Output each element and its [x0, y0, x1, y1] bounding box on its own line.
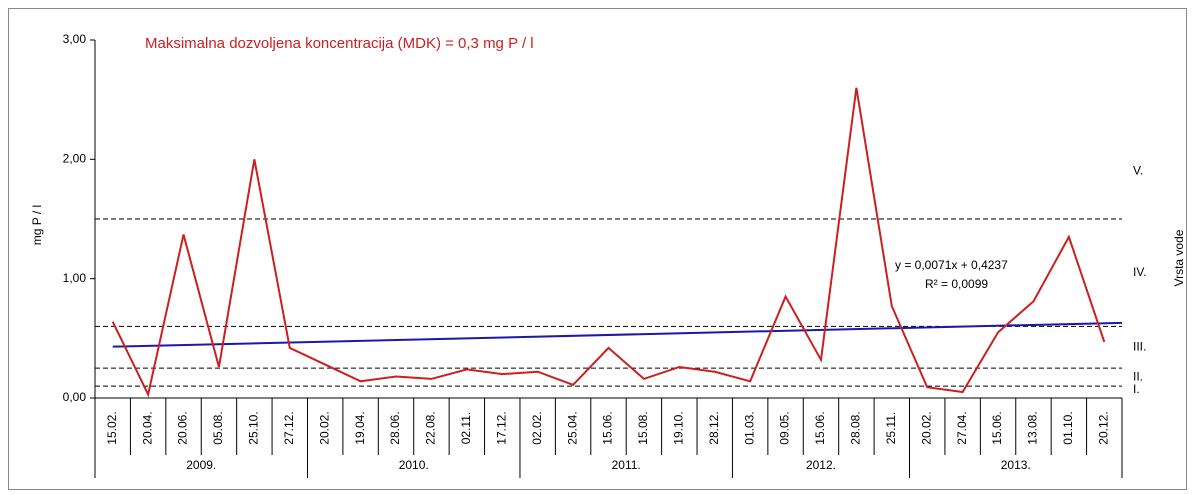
y2-axis-label: Vrsta vode: [1172, 229, 1186, 286]
x-tick-label: 17.12.: [494, 411, 508, 444]
x-tick-label: 20.12.: [1096, 411, 1110, 444]
x-tick-label: 02.11.: [459, 412, 473, 444]
group-label: 2009.: [186, 458, 216, 472]
class-label: III.: [1133, 339, 1146, 353]
class-label: IV.: [1133, 265, 1147, 279]
y-tick-label: 1,00: [63, 271, 87, 285]
x-tick-label: 28.12.: [707, 411, 721, 444]
x-tick-label: 01.10.: [1061, 411, 1075, 444]
y-axis-label: mg P / l: [30, 205, 44, 245]
y-tick-label: 3,00: [63, 32, 87, 46]
x-tick-label: 28.08.: [849, 411, 863, 444]
x-tick-label: 25.11.: [884, 412, 898, 444]
x-tick-label: 20.06.: [176, 411, 190, 444]
x-tick-label: 19.04.: [353, 411, 367, 444]
chart-border: [8, 8, 1187, 490]
x-tick-label: 15.08.: [636, 411, 650, 444]
x-tick-label: 01.03.: [742, 411, 756, 444]
x-tick-label: 27.04.: [955, 411, 969, 444]
group-label: 2013.: [1001, 458, 1031, 472]
class-label: I.: [1133, 382, 1140, 396]
group-label: 2011.: [612, 458, 641, 472]
x-tick-label: 15.06.: [601, 411, 615, 444]
y-tick-label: 0,00: [63, 390, 87, 404]
x-tick-label: 15.06.: [813, 411, 827, 444]
class-label: V.: [1133, 163, 1143, 177]
x-tick-label: 05.08.: [211, 411, 225, 444]
annotation: Maksimalna dozvoljena koncentracija (MDK…: [145, 35, 534, 52]
x-tick-label: 20.02.: [317, 411, 331, 444]
x-tick-label: 27.12.: [282, 411, 296, 444]
x-tick-label: 20.02.: [919, 411, 933, 444]
x-tick-label: 19.10.: [671, 411, 685, 444]
x-tick-label: 09.05.: [778, 411, 792, 444]
group-label: 2010.: [399, 458, 429, 472]
x-tick-label: 15.02.: [105, 411, 119, 444]
group-label: 2012.: [806, 458, 836, 472]
class-label: II.: [1133, 369, 1143, 383]
x-tick-label: 22.08.: [424, 411, 438, 444]
x-tick-label: 25.10.: [247, 411, 261, 444]
x-tick-label: 25.04.: [565, 411, 579, 444]
x-tick-label: 02.02.: [530, 411, 544, 444]
x-tick-label: 15.06.: [990, 411, 1004, 444]
x-tick-label: 20.04.: [140, 411, 154, 444]
x-tick-label: 13.08.: [1026, 411, 1040, 444]
x-tick-label: 28.06.: [388, 411, 402, 444]
data-line: [111, 87, 1106, 398]
y-tick-label: 2,00: [63, 152, 87, 166]
trend-r2: R² = 0,0099: [925, 277, 988, 291]
trend-equation: y = 0,0071x + 0,4237: [895, 258, 1008, 272]
trendline: [112, 321, 1123, 348]
